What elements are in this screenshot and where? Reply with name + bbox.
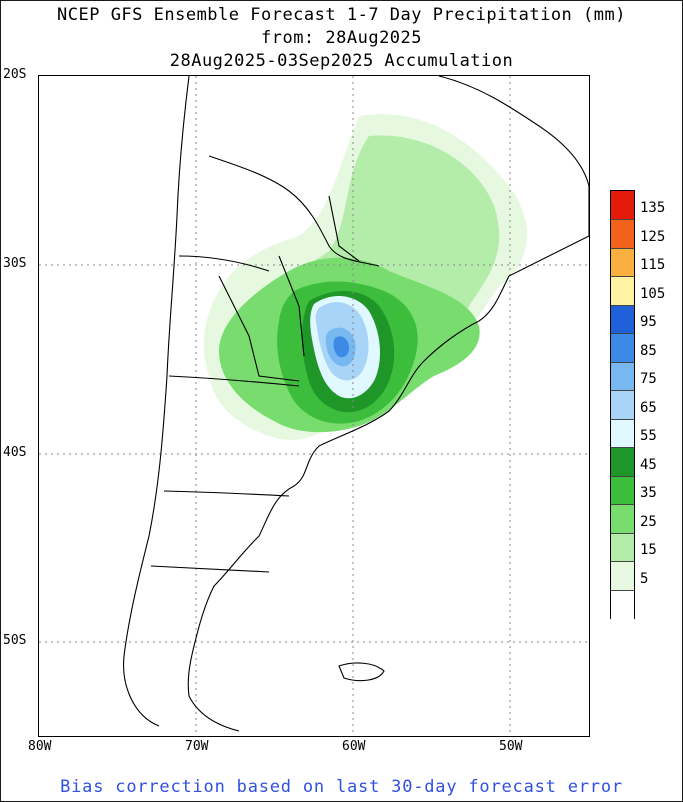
legend-label: 115 bbox=[640, 257, 666, 274]
legend-swatch bbox=[611, 418, 634, 449]
lat-label-30s: 30S bbox=[3, 256, 27, 271]
lon-label-60w: 60W bbox=[342, 739, 366, 754]
legend-swatch bbox=[611, 475, 634, 506]
legend-label: 65 bbox=[640, 399, 657, 416]
legend-swatch bbox=[611, 276, 634, 306]
coastlines bbox=[123, 76, 589, 732]
title-line-1: NCEP GFS Ensemble Forecast 1-7 Day Preci… bbox=[57, 5, 626, 25]
legend-swatch bbox=[611, 361, 634, 392]
legend-label: 25 bbox=[640, 513, 657, 530]
color-legend bbox=[610, 190, 635, 619]
legend-swatch bbox=[611, 532, 634, 563]
legend-label: 55 bbox=[640, 428, 657, 445]
lat-label-50s: 50S bbox=[3, 633, 27, 648]
title-line-3: 28Aug2025-03Sep2025 Accumulation bbox=[169, 51, 514, 71]
legend-label: 105 bbox=[640, 285, 666, 302]
legend-swatch bbox=[611, 219, 634, 249]
legend-swatch bbox=[611, 191, 634, 220]
lat-label-20s: 20S bbox=[3, 67, 27, 82]
map-svg bbox=[39, 76, 589, 736]
legend-label: 85 bbox=[640, 342, 657, 359]
legend-label: 45 bbox=[640, 456, 657, 473]
precipitation-map bbox=[38, 75, 590, 737]
legend-swatch bbox=[611, 247, 634, 278]
graticule bbox=[39, 76, 589, 736]
lon-label-80w: 80W bbox=[28, 739, 52, 754]
legend-label: 15 bbox=[640, 542, 657, 559]
legend-label: 75 bbox=[640, 371, 657, 388]
legend-label: 35 bbox=[640, 485, 657, 502]
legend-swatch bbox=[611, 390, 634, 420]
legend-swatch bbox=[611, 504, 634, 534]
legend-label: 135 bbox=[640, 200, 666, 217]
legend-label: 5 bbox=[640, 570, 649, 587]
lon-label-50w: 50W bbox=[499, 739, 523, 754]
legend-swatch bbox=[611, 333, 634, 363]
legend-label: 95 bbox=[640, 314, 657, 331]
legend-swatch bbox=[611, 447, 634, 477]
legend-label: 125 bbox=[640, 228, 666, 245]
title-line-2: from: 28Aug2025 bbox=[260, 28, 423, 48]
legend-swatch bbox=[611, 589, 634, 619]
precip-shading bbox=[203, 114, 528, 440]
lat-label-40s: 40S bbox=[3, 445, 27, 460]
legend-swatch bbox=[611, 304, 634, 335]
footer-note: Bias correction based on last 30-day for… bbox=[60, 777, 623, 797]
legend-swatch bbox=[611, 561, 634, 591]
lon-label-70w: 70W bbox=[185, 739, 209, 754]
